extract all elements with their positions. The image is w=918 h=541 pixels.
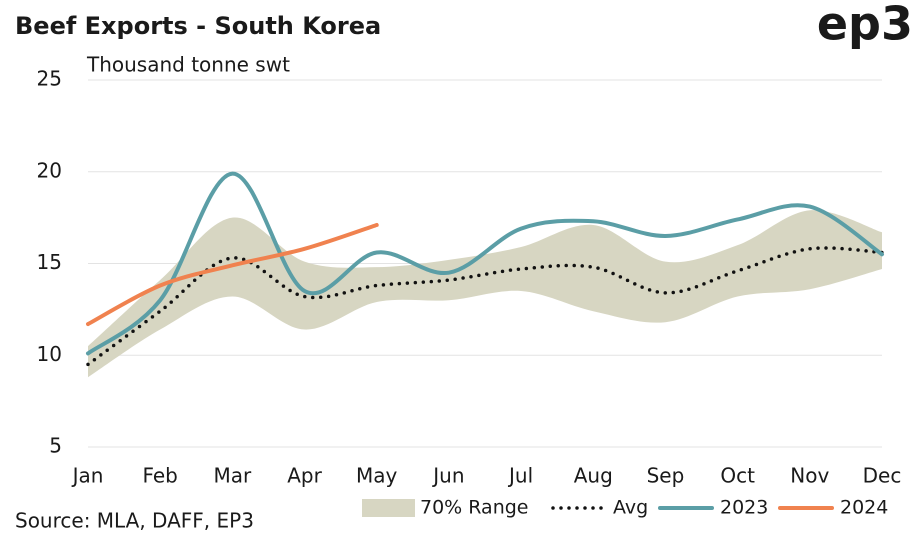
series-line (86, 171, 884, 356)
x-tick-label: Jul (507, 464, 533, 488)
y-tick-label: 20 (37, 158, 62, 182)
x-tick-label: Aug (574, 464, 613, 488)
source: Source: MLA, DAFF, EP3 (15, 509, 254, 533)
brand-logo: ep3 (817, 0, 913, 51)
x-tick-label: Dec (863, 464, 902, 488)
x-tick-label: May (356, 464, 398, 488)
series-line (86, 222, 379, 327)
x-tick-label: Nov (790, 464, 829, 488)
legend-label: 2023 (720, 497, 768, 519)
legend-label: Avg (613, 497, 648, 519)
y-tick-label: 10 (37, 342, 62, 366)
legend-label: 70% Range (420, 497, 529, 519)
y-tick-label: 5 (49, 434, 62, 458)
legend-swatch (362, 499, 415, 517)
series-line (86, 246, 884, 367)
axis-label: Thousand tonne swt (86, 53, 290, 77)
x-tick-label: Mar (213, 464, 252, 488)
x-tick-label: Feb (142, 464, 177, 488)
x-tick-label: Jan (71, 464, 104, 488)
x-tick-label: Apr (287, 464, 322, 488)
x-tick-label: Oct (720, 464, 755, 488)
legend-label: 2024 (840, 497, 888, 519)
y-tick-label: 15 (37, 250, 62, 274)
x-tick-label: Jun (431, 464, 464, 488)
y-tick-label: 25 (37, 67, 62, 91)
chart-title: Beef Exports - South Korea (15, 12, 381, 40)
x-tick-label: Sep (647, 464, 685, 488)
range-band (88, 210, 882, 378)
